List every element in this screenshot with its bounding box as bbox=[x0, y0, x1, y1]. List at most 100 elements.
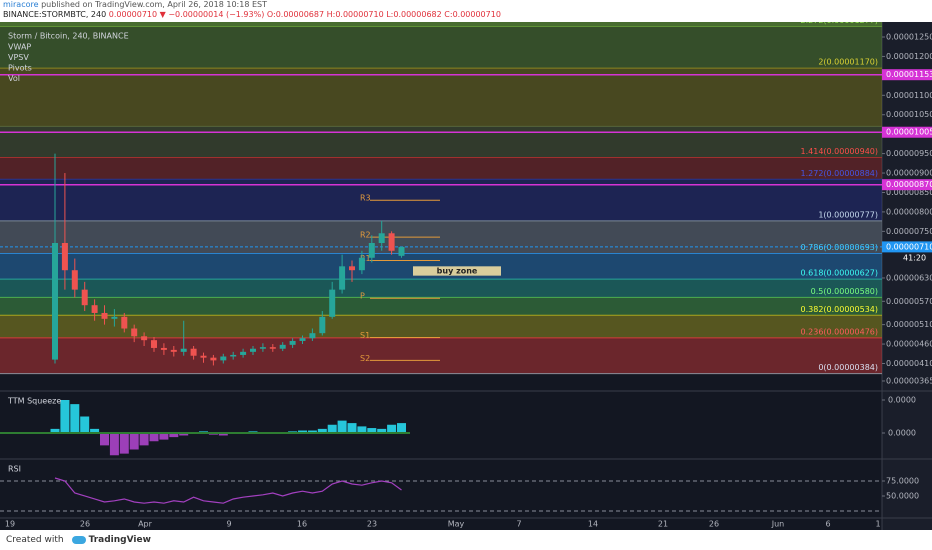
candle-body bbox=[141, 336, 148, 341]
candle-body bbox=[388, 233, 395, 251]
y-tick-label: 0.0000 bbox=[888, 396, 916, 405]
price-tag bbox=[882, 69, 932, 81]
squeeze-bar bbox=[377, 428, 387, 434]
x-tick-label: 26 bbox=[80, 520, 90, 529]
fib-band bbox=[0, 26, 882, 69]
fib-band bbox=[0, 157, 882, 180]
squeeze-bar bbox=[119, 433, 129, 454]
candle-body bbox=[220, 356, 227, 361]
buy-zone-label: buy zone bbox=[437, 266, 478, 275]
candle-body bbox=[131, 328, 138, 337]
brand[interactable]: TradingView bbox=[88, 535, 151, 545]
candle-body bbox=[230, 354, 237, 357]
pivot-label: R1 bbox=[360, 254, 371, 263]
candle-body bbox=[61, 243, 68, 271]
candle-body bbox=[279, 344, 286, 349]
legend-item: Vol bbox=[8, 74, 20, 83]
y-tick-label: 0.00000410 bbox=[886, 359, 932, 368]
squeeze-bar bbox=[169, 433, 179, 438]
squeeze-bar bbox=[109, 433, 119, 456]
price-tag-label: 0.00001153 bbox=[886, 70, 932, 79]
candle-body bbox=[190, 348, 197, 356]
candle-body bbox=[101, 312, 108, 319]
fib-band bbox=[0, 126, 882, 158]
candle-body bbox=[180, 348, 187, 352]
x-tick-label: May bbox=[448, 520, 465, 529]
symbol: BINANCE:STORMBTC, 240 bbox=[3, 10, 107, 19]
squeeze-bar bbox=[70, 404, 80, 434]
fib-label: 0(0.00000384) bbox=[818, 363, 878, 372]
buy-zone bbox=[413, 266, 501, 276]
candle-body bbox=[210, 357, 217, 361]
open: O:0.00000687 bbox=[266, 10, 325, 19]
squeeze-bar bbox=[90, 428, 100, 434]
x-tick-label: 14 bbox=[588, 520, 598, 529]
candle-body bbox=[358, 257, 365, 271]
y-tick-label: 0.00000510 bbox=[886, 320, 932, 329]
y-tick-label: 0.00001250 bbox=[886, 33, 932, 42]
fib-label: 0.618(0.00000627) bbox=[801, 269, 879, 278]
pane-title: TTM Squeeze bbox=[7, 397, 61, 406]
candle-body bbox=[111, 316, 118, 319]
candle-body bbox=[250, 348, 256, 352]
y-tick-label: 0.00001050 bbox=[886, 110, 932, 119]
countdown: 41:20 bbox=[903, 253, 926, 262]
squeeze-bar bbox=[298, 430, 307, 434]
candle-body bbox=[121, 316, 128, 329]
candle-body bbox=[368, 243, 375, 258]
author[interactable]: miracore bbox=[3, 0, 39, 9]
squeeze-bar bbox=[307, 430, 317, 434]
candle-body bbox=[398, 246, 405, 256]
chart: 2.272(0.00001277) 2(0.00001170) 1.414(0.00… bbox=[0, 22, 932, 530]
squeeze-bar bbox=[397, 423, 406, 434]
candle-body bbox=[160, 347, 167, 350]
x-tick-label: 26 bbox=[709, 520, 719, 529]
squeeze-bar bbox=[149, 433, 159, 442]
last: 0.00000710 bbox=[108, 10, 158, 19]
squeeze-bar bbox=[337, 420, 347, 434]
fib-label: 2.272(0.00001277) bbox=[801, 22, 879, 25]
candle-body bbox=[309, 333, 316, 339]
footer: Created with TradingView bbox=[0, 530, 932, 550]
y-tick-label: 0.00000460 bbox=[886, 340, 932, 349]
pivot-label: P bbox=[360, 292, 365, 301]
pivot-label: R2 bbox=[360, 231, 371, 240]
candle-body bbox=[349, 266, 355, 271]
fib-band bbox=[0, 220, 882, 254]
fib-band bbox=[0, 68, 882, 127]
x-tick-label: 16 bbox=[297, 520, 307, 529]
fib-band bbox=[0, 279, 882, 298]
fib-label: 0.382(0.00000534) bbox=[801, 305, 879, 314]
fib-band bbox=[0, 297, 882, 316]
price-tag bbox=[882, 241, 932, 253]
candle-body bbox=[378, 233, 385, 244]
price-tag-label: 0.00000870 bbox=[886, 180, 932, 189]
y-tick-label: 0.00000750 bbox=[886, 227, 932, 236]
squeeze-bar bbox=[179, 433, 189, 436]
fib-label: 1.272(0.00000884) bbox=[801, 169, 879, 178]
squeeze-bar bbox=[347, 423, 357, 434]
published: published on TradingView.com, April 26, … bbox=[41, 0, 267, 9]
x-tick-label: 9 bbox=[226, 520, 231, 529]
y-tick-label: 0.00000630 bbox=[886, 273, 932, 282]
squeeze-bar bbox=[50, 428, 60, 434]
pane-title: RSI bbox=[8, 465, 21, 474]
legend-item: VWAP bbox=[8, 43, 31, 52]
legend-title: Storm / Bitcoin, 240, BINANCE bbox=[8, 32, 129, 41]
x-tick-label: Apr bbox=[138, 520, 153, 529]
high: H:0.00000710 bbox=[326, 10, 384, 19]
created-with: Created with bbox=[6, 535, 64, 545]
y-tick-label: 0.00000365 bbox=[886, 376, 932, 385]
y-tick-label: 0.00001200 bbox=[886, 52, 932, 61]
squeeze-bar bbox=[367, 428, 377, 434]
x-tick-label: 23 bbox=[367, 520, 377, 529]
legend-item: Pivots bbox=[8, 64, 32, 73]
candle-body bbox=[71, 270, 78, 290]
candle-body bbox=[52, 243, 58, 360]
header: miracore published on TradingView.com, A… bbox=[0, 0, 932, 22]
fib-band bbox=[0, 22, 882, 27]
candle-body bbox=[339, 266, 346, 290]
x-tick-label: 1 bbox=[875, 520, 880, 529]
squeeze-bar bbox=[159, 433, 169, 440]
